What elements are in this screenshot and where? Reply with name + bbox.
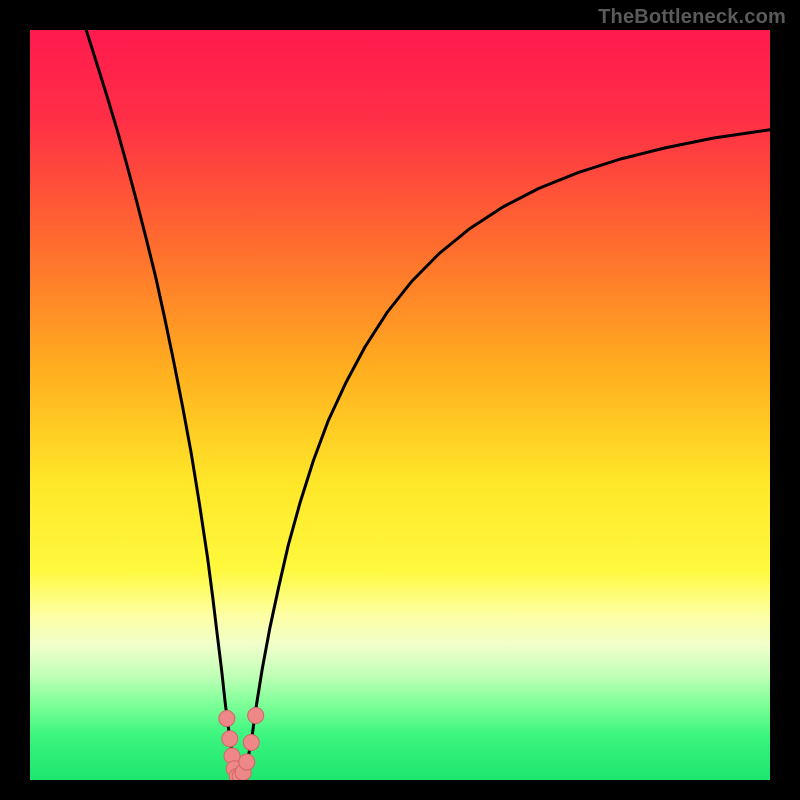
bottleneck-plot: [30, 30, 770, 780]
gradient-background: [30, 30, 770, 780]
dip-marker: [248, 708, 264, 724]
dip-marker: [243, 735, 259, 751]
chart-frame: TheBottleneck.com: [0, 0, 800, 800]
dip-marker: [239, 754, 255, 770]
watermark-text: TheBottleneck.com: [598, 6, 786, 29]
dip-marker: [219, 711, 235, 727]
dip-marker: [222, 731, 238, 747]
